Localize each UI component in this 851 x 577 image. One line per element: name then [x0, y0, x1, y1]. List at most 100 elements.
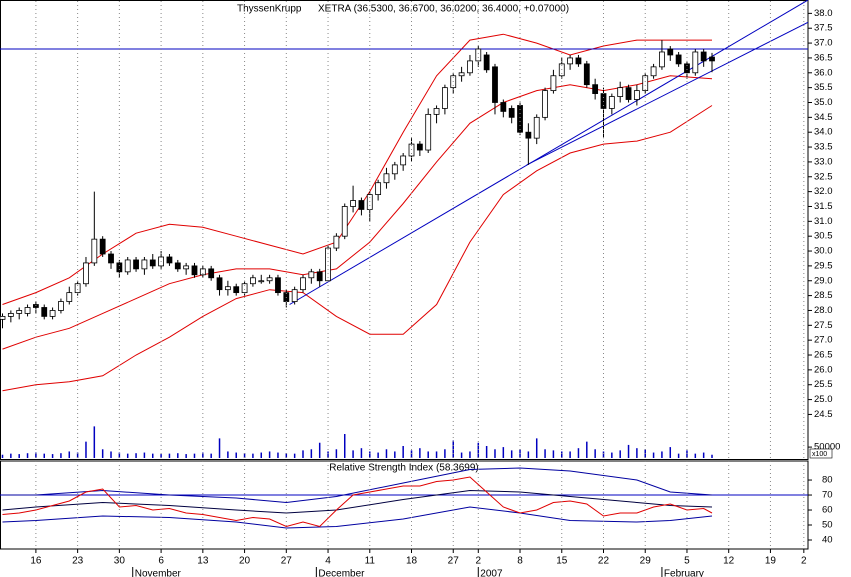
candle-body — [83, 262, 89, 285]
candle-body — [525, 131, 532, 139]
candle-body — [149, 259, 156, 267]
candle-body — [91, 238, 98, 264]
rsi-line — [2, 476, 713, 528]
month-label: December — [318, 569, 365, 577]
y-tick-label: 80 — [822, 475, 833, 486]
y-tick-label: 35.5 — [814, 82, 833, 93]
y-tick-label: 35.0 — [814, 97, 833, 108]
y-tick-label: 28.5 — [814, 290, 833, 301]
candle-body — [650, 66, 657, 77]
x-tick-label: 13 — [197, 556, 209, 567]
x-tick-label: 27 — [281, 556, 293, 567]
x-tick-label: 12 — [723, 556, 735, 567]
candle-body — [308, 271, 315, 279]
candle-body — [425, 113, 432, 151]
candle-body — [492, 66, 498, 103]
x-tick-label: 22 — [598, 556, 610, 567]
rsi-band — [2, 506, 713, 529]
x-tick-label: 2 — [476, 556, 482, 567]
candle-body — [141, 259, 148, 270]
candle-body — [358, 200, 365, 210]
y-tick-label: 50 — [822, 520, 833, 531]
x-tick-label: 16 — [30, 556, 42, 567]
trendline — [289, 0, 808, 305]
candle-body — [366, 194, 373, 210]
candle-body — [550, 75, 557, 92]
month-label: 2007 — [480, 569, 503, 577]
candle-body — [667, 48, 674, 56]
y-tick-label: 31.5 — [814, 201, 833, 212]
y-tick-label: 40 — [822, 535, 833, 546]
x-tick-label: 2 — [801, 556, 807, 567]
month-label: November — [135, 569, 182, 577]
candle-body — [692, 51, 699, 74]
price-plot — [0, 0, 808, 458]
candle-body — [633, 90, 640, 100]
x-tick-label: 29 — [640, 556, 652, 567]
candle-body — [133, 259, 139, 270]
volume-unit-box — [809, 448, 833, 459]
candle-body — [575, 57, 582, 65]
candle-body — [291, 289, 298, 302]
candle-body — [475, 48, 482, 62]
candle-body — [567, 57, 574, 65]
y-tick-label: 32.0 — [814, 186, 833, 197]
y-tick-label: 24.5 — [814, 409, 833, 420]
candle-body — [0, 315, 6, 320]
y-tick-label: 33.5 — [814, 142, 833, 153]
candle-body — [500, 102, 507, 112]
candle-body — [124, 259, 131, 273]
candle-body — [41, 307, 48, 317]
x-tick-label: 30 — [114, 556, 126, 567]
candle-body — [241, 283, 248, 294]
y-tick-label: 36.0 — [814, 67, 833, 78]
candle-body — [49, 310, 56, 317]
price-panel — [0, 0, 809, 460]
y-tick-label: 28.0 — [814, 305, 833, 316]
candle-body — [74, 283, 81, 294]
candle-body — [24, 307, 31, 314]
y-tick-label: 60 — [822, 505, 833, 516]
candle-body — [583, 63, 590, 86]
candle-body — [508, 108, 515, 118]
candle-body — [483, 54, 490, 71]
candle-body — [341, 206, 348, 237]
x-tick-label: 6 — [158, 556, 164, 567]
x-tick-label: 27 — [448, 556, 460, 567]
trendline — [526, 21, 808, 166]
candle-body — [116, 262, 123, 273]
y-tick-label: 34.5 — [814, 112, 833, 123]
x-tick-label: 23 — [72, 556, 84, 567]
volume-tick-label: 50000 — [814, 442, 840, 453]
candle-body — [250, 277, 256, 285]
candle-body — [659, 51, 665, 68]
candle-body — [333, 235, 340, 249]
candle-body — [258, 280, 265, 283]
candle-body — [266, 277, 273, 282]
y-tick-label: 29.0 — [814, 275, 833, 286]
y-tick-label: 30.0 — [814, 246, 833, 257]
y-tick-label: 32.5 — [814, 171, 833, 182]
x-tick-label: 19 — [765, 556, 777, 567]
y-tick-label: 37.5 — [814, 23, 833, 34]
x-tick-label: 4 — [325, 556, 331, 567]
candle-body — [216, 277, 223, 291]
chart-title: ThyssenKrupp — [237, 4, 302, 15]
candle-body — [383, 173, 390, 184]
candle-body — [533, 116, 540, 139]
candle-body — [442, 87, 448, 109]
x-tick-label: 8 — [517, 556, 523, 567]
y-tick-label: 70 — [822, 490, 833, 501]
y-tick-label: 26.5 — [814, 350, 833, 361]
candle-body — [408, 143, 415, 157]
candle-body — [467, 60, 473, 74]
y-tick-label: 25.0 — [814, 394, 833, 405]
y-tick-label: 38.0 — [814, 8, 833, 19]
candle-body — [108, 253, 114, 264]
y-tick-label: 29.5 — [814, 260, 833, 271]
candle-body — [617, 87, 624, 97]
candle-body — [391, 164, 398, 175]
candle-body — [416, 143, 423, 151]
candle-body — [208, 268, 215, 279]
